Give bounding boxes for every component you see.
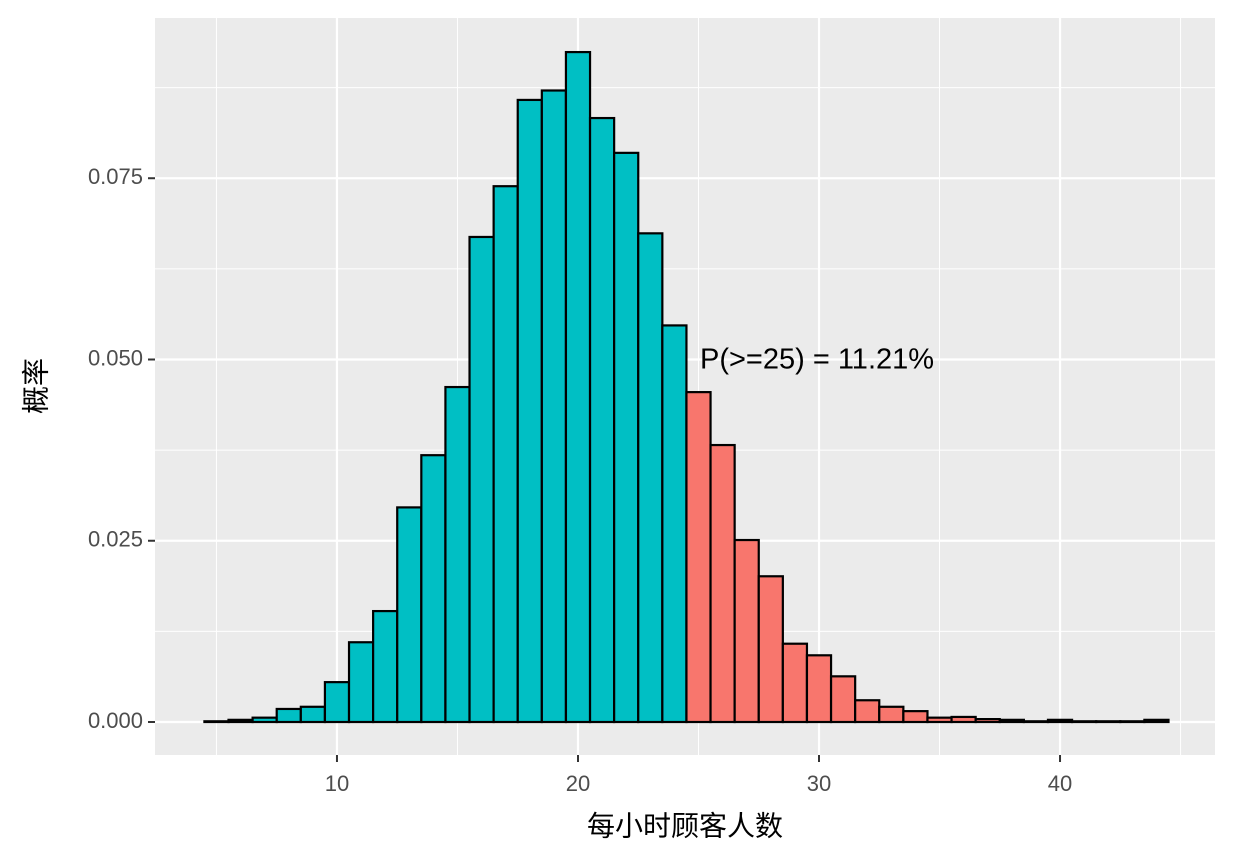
bar <box>588 116 616 724</box>
bar <box>564 50 592 724</box>
x-tick-label: 20 <box>566 771 590 796</box>
bar <box>685 391 712 724</box>
x-tick-label: 30 <box>807 771 831 796</box>
bar <box>299 705 327 724</box>
bar <box>1143 718 1170 724</box>
x-tick-label: 10 <box>325 771 349 796</box>
bar <box>444 385 471 724</box>
bar <box>468 235 495 724</box>
bar <box>1022 720 1050 724</box>
bar <box>805 654 833 724</box>
bar <box>275 707 302 724</box>
bar <box>1119 720 1146 724</box>
y-tick-label: 0.025 <box>88 527 143 552</box>
y-tick-label: 0.075 <box>88 164 143 189</box>
bar <box>661 324 688 724</box>
x-axis-title: 每小时顾客人数 <box>587 810 783 841</box>
bar <box>396 506 423 724</box>
bar <box>1046 718 1074 724</box>
bar <box>347 641 375 724</box>
bar <box>998 718 1025 724</box>
bar <box>733 538 760 724</box>
bar <box>516 98 543 724</box>
annotation: P(>=25) = 11.21% <box>700 344 934 376</box>
bar <box>878 705 905 724</box>
bar <box>637 232 664 724</box>
bar <box>1095 720 1122 724</box>
bar <box>950 715 977 724</box>
bar <box>926 716 953 724</box>
y-axis-title: 概率 <box>20 358 51 414</box>
bar <box>902 710 929 724</box>
bar <box>709 443 736 724</box>
bar <box>372 609 399 724</box>
bar <box>251 716 278 724</box>
bar <box>323 681 351 724</box>
bar <box>829 675 857 724</box>
bar <box>854 699 881 724</box>
x-tick-label: 40 <box>1048 771 1072 796</box>
bar <box>781 642 809 724</box>
y-tick-label: 0.000 <box>88 708 143 733</box>
bar <box>1070 720 1098 724</box>
bar <box>974 718 1001 724</box>
bar <box>757 575 784 724</box>
bar <box>540 89 568 724</box>
bar <box>227 718 254 724</box>
y-tick-label: 0.050 <box>88 345 143 370</box>
bar <box>420 454 447 724</box>
bar <box>203 720 230 724</box>
bar <box>613 151 640 724</box>
bar <box>492 185 519 724</box>
